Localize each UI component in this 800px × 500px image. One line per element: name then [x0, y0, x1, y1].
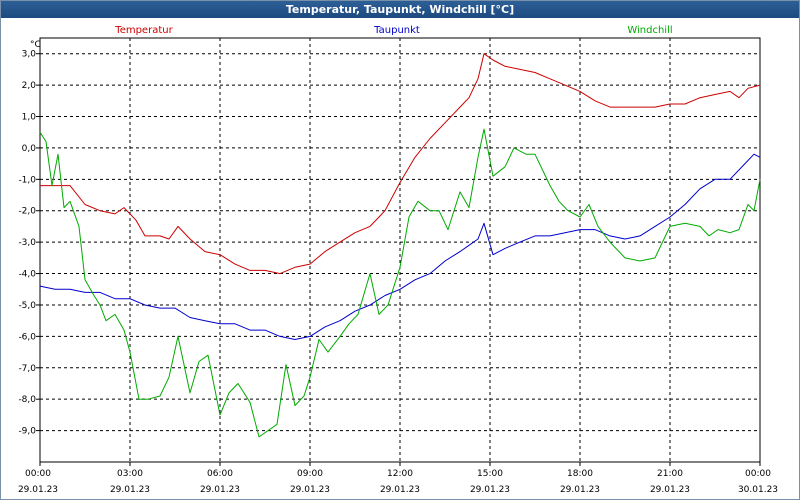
x-tick-time: 00:00	[745, 469, 771, 479]
window-title: Temperatur, Taupunkt, Windchill [°C]	[1, 1, 799, 18]
legend-item-temperatur: Temperatur	[114, 25, 173, 36]
x-tick-date: 29.01.23	[290, 485, 330, 495]
legend: Temperatur Taupunkt Windchill	[114, 25, 672, 36]
series-lines	[39, 53, 761, 438]
y-axis-label: °C	[30, 40, 41, 50]
x-tick-time: 15:00	[477, 469, 503, 479]
x-tick-time: 00:00	[25, 469, 51, 479]
x-tick-date: 30.01.23	[738, 485, 778, 495]
x-tick-date: 29.01.23	[650, 485, 690, 495]
x-tick-time: 09:00	[297, 469, 323, 479]
legend-item-windchill: Windchill	[627, 25, 672, 36]
x-tick-time: 21:00	[657, 469, 683, 479]
x-tick-date: 29.01.23	[470, 485, 510, 495]
x-tick-time: 18:00	[567, 469, 593, 479]
series-line-temperatur	[40, 53, 761, 275]
y-tick-label: 1,0	[22, 113, 37, 123]
x-tick-date: 29.01.23	[380, 485, 420, 495]
y-tick-label: -1,0	[18, 175, 36, 185]
series-line-windchill	[39, 128, 761, 438]
y-tick-label: -2,0	[18, 207, 36, 217]
series-line-taupunkt	[39, 153, 761, 340]
grid	[40, 38, 760, 462]
y-axis: 3,0 2,0 1,0 0,0 -1,0 -2,0 -3,0 -4,0 -5,0 -6,0 -7,0…	[18, 50, 40, 437]
y-tick-label: -8,0	[18, 395, 36, 405]
legend-item-taupunkt: Taupunkt	[373, 25, 420, 36]
y-tick-label: -9,0	[18, 427, 36, 437]
y-tick-label: 0,0	[22, 144, 37, 154]
y-tick-label: 3,0	[22, 50, 37, 60]
y-tick-label: -5,0	[18, 301, 36, 311]
y-tick-label: -3,0	[18, 238, 36, 248]
y-tick-label: -6,0	[18, 332, 36, 342]
x-tick-date: 29.01.23	[200, 485, 240, 495]
x-tick-date: 29.01.23	[18, 485, 58, 495]
x-tick-time: 03:00	[117, 469, 143, 479]
y-tick-label: 2,0	[22, 81, 37, 91]
y-tick-label: -7,0	[18, 364, 36, 374]
x-tick-time: 06:00	[207, 469, 233, 479]
x-tick-date: 29.01.23	[560, 485, 600, 495]
x-axis: 00:00 29.01.23 03:00 29.01.23 06:00 29.01.23 0…	[18, 462, 778, 495]
x-tick-time: 12:00	[387, 469, 413, 479]
y-tick-label: -4,0	[18, 270, 36, 280]
x-tick-date: 29.01.23	[110, 485, 150, 495]
